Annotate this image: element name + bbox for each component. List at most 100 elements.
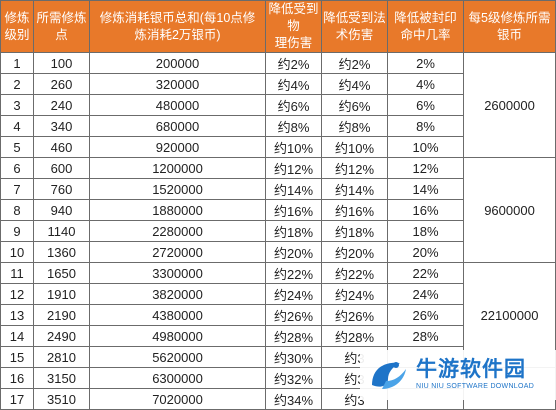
points-cell: 1360: [33, 241, 90, 263]
seal-cell: 8%: [387, 115, 464, 137]
magic-cell: 约8%: [321, 115, 388, 137]
physical-cell: 约18%: [265, 220, 322, 242]
points-cell: 760: [33, 178, 90, 200]
seal-cell: 20%: [387, 241, 464, 263]
points-cell: 260: [33, 73, 90, 95]
points-cell: 2190: [33, 304, 90, 326]
seal-cell: 10%: [387, 136, 464, 158]
header-magic-reduction: 降低受到法 术伤害: [321, 0, 388, 53]
silver-cell: 3820000: [89, 283, 266, 305]
points-cell: 600: [33, 157, 90, 179]
level-cell: 8: [0, 199, 34, 221]
magic-cell: 约28%: [321, 325, 388, 347]
points-cell: 1140: [33, 220, 90, 242]
seal-cell: 16%: [387, 199, 464, 221]
points-cell: 3510: [33, 388, 90, 410]
level-cell: 14: [0, 325, 34, 347]
table-row: 5 460 920000 约10% 约10% 10%: [0, 136, 556, 158]
silver-cell: 2280000: [89, 220, 266, 242]
magic-cell: 约18%: [321, 220, 388, 242]
silver-cell: 4980000: [89, 325, 266, 347]
level-cell: 6: [0, 157, 34, 179]
header-silver-total: 修炼消耗银币总和(每10点修 炼消耗2万银币): [89, 0, 266, 53]
seal-cell: 26%: [387, 304, 464, 326]
physical-cell: 约28%: [265, 325, 322, 347]
magic-cell: 约2%: [321, 52, 388, 74]
level-cell: 9: [0, 220, 34, 242]
seal-cell: 18%: [387, 220, 464, 242]
physical-cell: 约34%: [265, 388, 322, 410]
level-cell: 10: [0, 241, 34, 263]
physical-cell: 约30%: [265, 346, 322, 368]
points-cell: 340: [33, 115, 90, 137]
header-points: 所需修炼点: [33, 0, 90, 53]
level-cell: 5: [0, 136, 34, 158]
physical-cell: 约2%: [265, 52, 322, 74]
physical-cell: 约14%: [265, 178, 322, 200]
silver-cell: 320000: [89, 73, 266, 95]
silver-cell: 4380000: [89, 304, 266, 326]
silver-cell: 1200000: [89, 157, 266, 179]
level-cell: 2: [0, 73, 34, 95]
silver-cell: 3300000: [89, 262, 266, 284]
physical-cell: 约12%: [265, 157, 322, 179]
level-cell: 13: [0, 304, 34, 326]
physical-cell: 约32%: [265, 367, 322, 389]
silver-cell: 5620000: [89, 346, 266, 368]
table-header-row: 修炼 级别 所需修炼点 修炼消耗银币总和(每10点修 炼消耗2万银币) 降低受到物理…: [0, 0, 556, 53]
header-level: 修炼 级别: [0, 0, 34, 53]
table-row: 6 600 1200000 约12% 约12% 12% 9600000: [0, 157, 556, 263]
magic-cell: 约24%: [321, 283, 388, 305]
physical-cell: 约4%: [265, 73, 322, 95]
table-row: 10 1360 2720000 约20% 约20% 20%: [0, 241, 556, 263]
table-row: 12 1910 3820000 约24% 约24% 24%: [0, 283, 556, 305]
silver-cell: 1880000: [89, 199, 266, 221]
table-row: 13 2190 4380000 约26% 约26% 26%: [0, 304, 556, 326]
header-physical-reduction: 降低受到物 理伤害: [265, 0, 322, 53]
table-row: 7 760 1520000 约14% 约14% 14%: [0, 178, 556, 200]
points-cell: 2810: [33, 346, 90, 368]
silver-cell: 2720000: [89, 241, 266, 263]
header-group-cost: 每5级修炼所需 银币: [463, 0, 556, 53]
magic-cell: 约10%: [321, 136, 388, 158]
header-seal-reduction: 降低被封印 命中几率: [387, 0, 464, 53]
niuyou-logo-icon: [372, 362, 406, 389]
physical-cell: 约10%: [265, 136, 322, 158]
seal-cell: 2%: [387, 52, 464, 74]
points-cell: 2490: [33, 325, 90, 347]
seal-cell: 28%: [387, 325, 464, 347]
physical-cell: 约22%: [265, 262, 322, 284]
table-row: 11 1650 3300000 约22% 约22% 22% 22100000: [0, 262, 556, 368]
seal-cell: 14%: [387, 178, 464, 200]
seal-cell: 22%: [387, 262, 464, 284]
points-cell: 100: [33, 52, 90, 74]
magic-cell: 约14%: [321, 178, 388, 200]
silver-cell: 920000: [89, 136, 266, 158]
silver-cell: 680000: [89, 115, 266, 137]
points-cell: 240: [33, 94, 90, 116]
points-cell: 940: [33, 199, 90, 221]
magic-cell: 约20%: [321, 241, 388, 263]
physical-cell: 约8%: [265, 115, 322, 137]
table-row: 2 260 320000 约4% 约4% 4%: [0, 73, 556, 95]
group-cost-cell: 2600000: [463, 52, 556, 158]
level-cell: 3: [0, 94, 34, 116]
physical-cell: 约26%: [265, 304, 322, 326]
magic-cell: 约16%: [321, 199, 388, 221]
physical-cell: 约6%: [265, 94, 322, 116]
level-cell: 12: [0, 283, 34, 305]
level-cell: 1: [0, 52, 34, 74]
physical-cell: 约20%: [265, 241, 322, 263]
silver-cell: 480000: [89, 94, 266, 116]
watermark: 牛游软件园 NIU NIU SOFTWARE DOWNLOAD: [360, 350, 556, 400]
level-cell: 11: [0, 262, 34, 284]
silver-cell: 6300000: [89, 367, 266, 389]
level-cell: 7: [0, 178, 34, 200]
magic-cell: 约4%: [321, 73, 388, 95]
points-cell: 1650: [33, 262, 90, 284]
level-cell: 15: [0, 346, 34, 368]
seal-cell: 6%: [387, 94, 464, 116]
magic-cell: 约12%: [321, 157, 388, 179]
seal-cell: 12%: [387, 157, 464, 179]
table-row: 14 2490 4980000 约28% 约28% 28%: [0, 325, 556, 347]
